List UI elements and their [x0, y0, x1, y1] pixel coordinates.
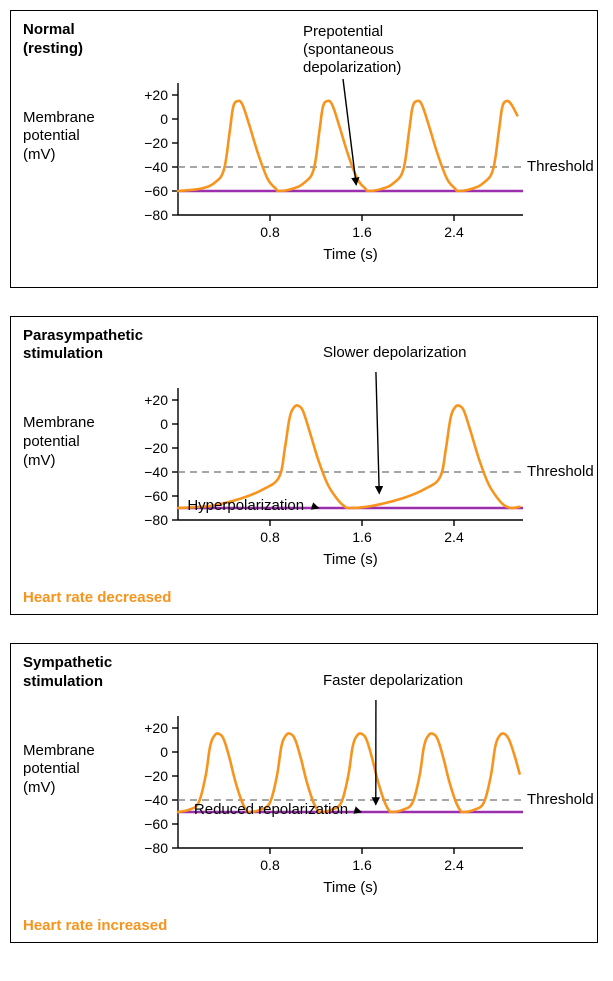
x-axis-title: Time (s) — [323, 551, 377, 568]
panel-title: Sympatheticstimulation — [23, 654, 585, 692]
y-tick-label: −40 — [144, 464, 168, 480]
chart-svg: +20 0 −20 −40 −60 −80 0.8 1.6 2.4 Time (s) Hyperpo… — [23, 370, 588, 570]
x-tick-label: 2.4 — [444, 529, 464, 545]
chart-svg: +20 0 −20 −40 −60 −80 0.8 1.6 2.4 Time (s) — [23, 65, 588, 265]
y-tick-label: −20 — [144, 440, 168, 456]
y-tick-label: −60 — [144, 183, 168, 199]
panel-title-line2: stimulation — [23, 673, 585, 692]
annotation-top: Slower depolarization — [323, 344, 466, 362]
x-tick-label: 1.6 — [352, 857, 372, 873]
x-axis-title: Time (s) — [323, 246, 377, 263]
trace-line — [178, 405, 520, 508]
annotation-bottom: Hyperpolarization — [187, 497, 304, 514]
panel-title-line1: Sympathetic — [23, 654, 585, 673]
threshold-label: Threshold — [527, 791, 594, 808]
y-tick-label: −40 — [144, 159, 168, 175]
y-tick-label: 0 — [160, 111, 168, 127]
panel-normal: Normal(resting)+200−20−40−60−800.81.62.4… — [10, 10, 598, 288]
panel-title-line1: Parasympathetic — [23, 327, 585, 346]
y-tick-label: −20 — [144, 135, 168, 151]
chart-svg: +20 0 −20 −40 −60 −80 0.8 1.6 2.4 Time (s) Reduced… — [23, 698, 588, 898]
x-tick-label: 0.8 — [260, 529, 280, 545]
panel-sympathetic: Sympatheticstimulation +20 0 −20 −40 −60 −80 0.… — [10, 643, 598, 943]
chart-area: +20 0 −20 −40 −60 −80 0.8 1.6 2.4 Time (s) Hyperpo… — [23, 370, 585, 602]
x-tick-label: 1.6 — [352, 529, 372, 545]
chart-area: +20 0 −20 −40 −60 −80 0.8 1.6 2.4 Time (s) Reduced… — [23, 698, 585, 930]
arrow-top — [376, 372, 379, 494]
x-tick-label: 1.6 — [352, 224, 372, 240]
annotation-top: Prepotential(spontaneousdepolarization) — [303, 23, 401, 77]
annotation-top: Faster depolarization — [323, 672, 463, 690]
panel-caption: Heart rate increased — [23, 917, 167, 934]
y-tick-label: +20 — [144, 392, 168, 408]
y-tick-label: 0 — [160, 744, 168, 760]
y-tick-label: −80 — [144, 840, 168, 856]
y-tick-label: −60 — [144, 488, 168, 504]
y-tick-label: +20 — [144, 87, 168, 103]
y-tick-label: 0 — [160, 416, 168, 432]
y-tick-label: −40 — [144, 792, 168, 808]
panel-parasympathetic: Parasympatheticstimulation +20 0 −20 −40 −60 −… — [10, 316, 598, 616]
y-axis-title: Membranepotential(mV) — [23, 414, 95, 470]
panel-title: Parasympatheticstimulation — [23, 327, 585, 365]
panel-title-line2: stimulation — [23, 345, 585, 364]
y-tick-label: −80 — [144, 207, 168, 223]
x-tick-label: 0.8 — [260, 857, 280, 873]
y-axis-title: Membranepotential(mV) — [23, 742, 95, 798]
x-tick-label: 2.4 — [444, 224, 464, 240]
arrow-top — [343, 79, 356, 185]
panel-caption: Heart rate decreased — [23, 589, 171, 606]
y-tick-label: −80 — [144, 512, 168, 528]
x-tick-label: 0.8 — [260, 224, 280, 240]
threshold-label: Threshold — [527, 158, 594, 175]
threshold-label: Threshold — [527, 463, 594, 480]
y-tick-label: −60 — [144, 816, 168, 832]
y-tick-label: +20 — [144, 720, 168, 736]
x-tick-label: 2.4 — [444, 857, 464, 873]
annotation-bottom: Reduced repolarization — [194, 801, 348, 818]
x-axis-title: Time (s) — [323, 879, 377, 896]
chart-area: +20 0 −20 −40 −60 −80 0.8 1.6 2.4 Time (s) Membran… — [23, 65, 585, 275]
y-tick-label: −20 — [144, 768, 168, 784]
y-axis-title: Membranepotential(mV) — [23, 109, 95, 165]
